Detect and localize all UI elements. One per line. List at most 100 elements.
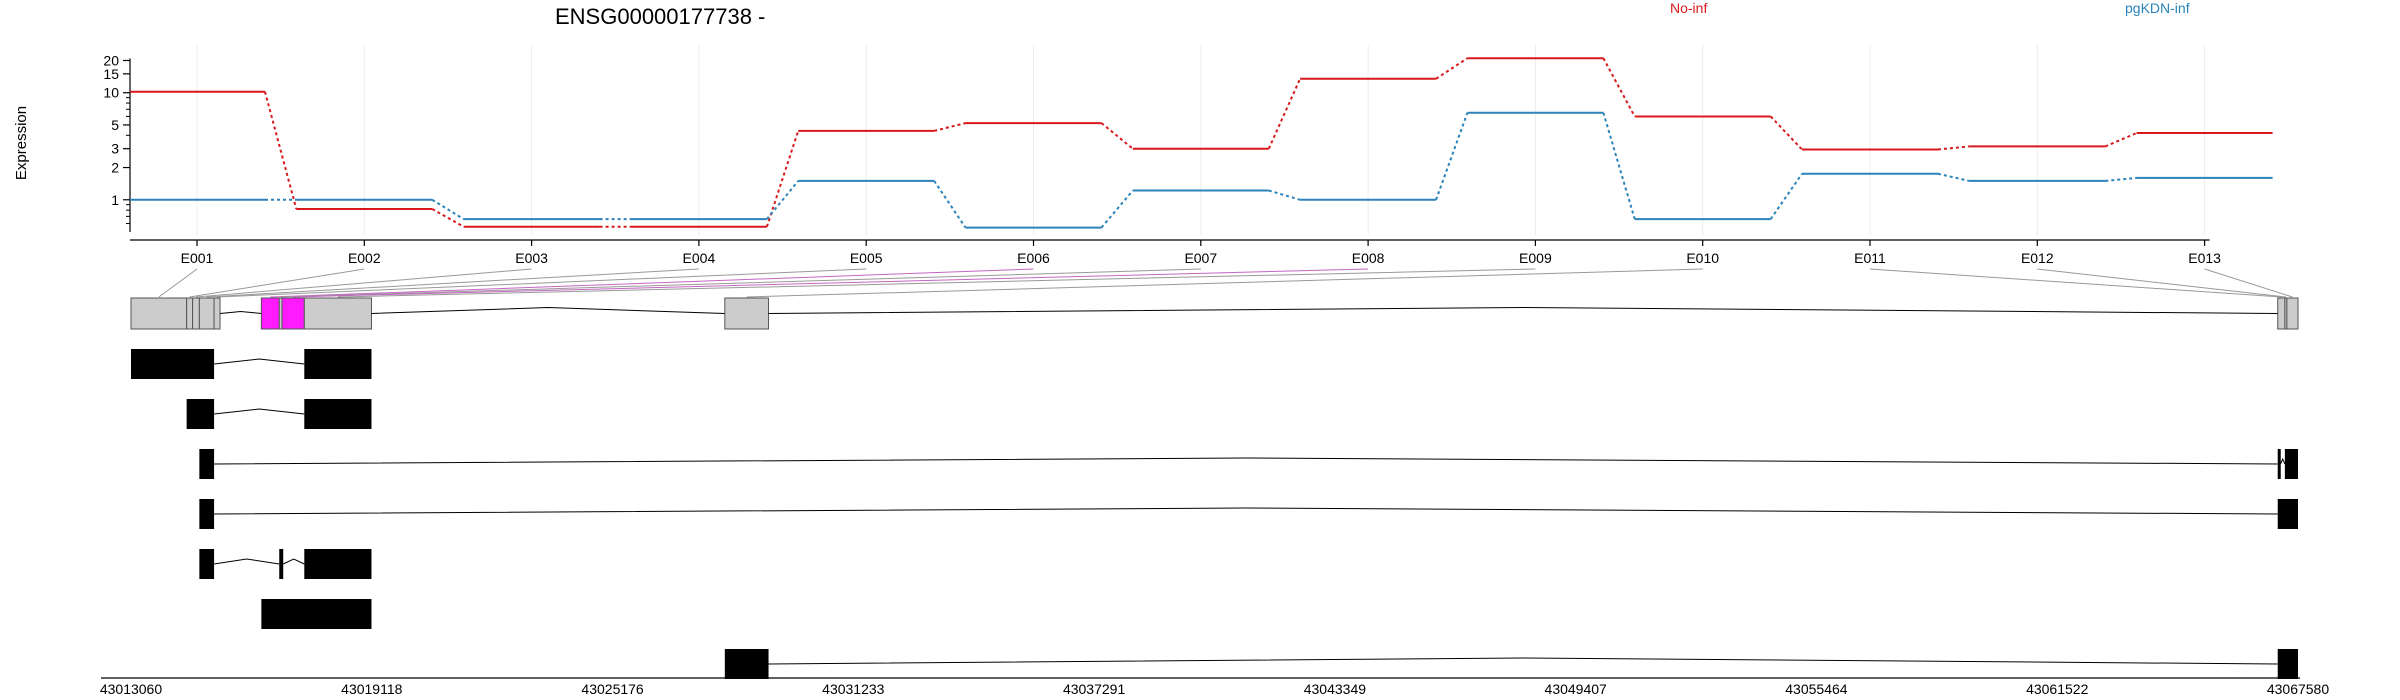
connector-e003 (195, 268, 532, 298)
x-tick-label-e004: E004 (683, 250, 716, 266)
exon-bin-e005 (213, 297, 221, 330)
transcript-exon (304, 549, 372, 579)
series-pgkdn-inf-connector (2105, 176, 2137, 182)
y-axis-label: Expression (13, 106, 30, 180)
transcript-intron (213, 558, 280, 565)
series-no-inf-connector (933, 122, 966, 132)
series-no-inf-connector (431, 208, 465, 228)
y-tick-label: 1 (111, 192, 119, 208)
series-pgkdn-inf-connector (1100, 189, 1134, 229)
transcript-6 (261, 599, 372, 629)
series-no-inf-connector (1602, 57, 1636, 117)
plot-grid (196, 45, 2206, 235)
series-no-inf-connector (264, 91, 298, 210)
transcript-exon (2284, 449, 2298, 479)
exon-bin-e010 (724, 297, 770, 330)
connector-e006 (270, 268, 1034, 298)
y-tick-label: 2 (111, 160, 119, 176)
connector-e007 (280, 268, 1201, 298)
exon-bin-e008 (281, 297, 305, 330)
gene-model-intron (768, 306, 2278, 314)
genomic-tick-label: 43061522 (2026, 681, 2089, 697)
y-tick-label: 5 (111, 117, 119, 133)
transcript-intron (2280, 457, 2286, 465)
transcripts (131, 349, 2298, 679)
gene-model-intron (219, 310, 262, 314)
genomic-axis: 43013060 43019118 43025176 43031233 43037291… (100, 677, 2330, 697)
transcript-exon (186, 399, 215, 429)
genomic-tick-label: 43049407 (1545, 681, 1608, 697)
series-no-inf-connector (2104, 132, 2137, 148)
gene-model (130, 297, 2299, 330)
connector-e012 (2037, 268, 2286, 298)
series-no-inf-connector (1267, 78, 1302, 150)
legend: No-inf pgKDN-inf (1670, 0, 2190, 16)
transcript-exon (2277, 649, 2298, 679)
exon-bin-e009 (303, 297, 372, 330)
transcript-7 (724, 649, 2298, 679)
exon-connectors (158, 268, 2293, 298)
x-tick-label-e005: E005 (850, 250, 883, 266)
transcript-3 (199, 449, 2298, 479)
x-tick-label-e007: E007 (1184, 250, 1217, 266)
y-tick-label: 15 (103, 66, 119, 82)
exon-bin-e004 (198, 297, 215, 330)
transcript-1 (131, 349, 372, 379)
transcript-exon (279, 549, 284, 579)
legend-label-pgkdn-inf: pgKDN-inf (2125, 0, 2190, 16)
transcript-4 (199, 499, 2298, 529)
x-tick-label-e008: E008 (1352, 250, 1385, 266)
exon-bin-e002 (186, 297, 194, 330)
connector-e009 (337, 268, 1536, 298)
genomic-tick-label: 43025176 (581, 681, 644, 697)
x-tick-label-e010: E010 (1686, 250, 1719, 266)
x-tick-label-e001: E001 (181, 250, 214, 266)
transcript-intron (283, 558, 305, 565)
genomic-tick-label: 43067580 (2267, 681, 2330, 697)
x-tick-label-e013: E013 (2188, 250, 2221, 266)
connector-e005 (217, 268, 867, 298)
series-pgkdn-inf-connector (1937, 172, 1970, 182)
x-tick-label-e002: E002 (348, 250, 381, 266)
transcript-exon (199, 549, 215, 579)
genomic-tick-label: 43031233 (822, 681, 885, 697)
transcript-intron (214, 408, 305, 415)
series-pgkdn-inf-connector (1268, 189, 1301, 201)
x-axis: E001 E002 E003 E004 E005 E006 E007 E008 E009 E010… (130, 239, 2221, 266)
exon-bin-e006 (260, 297, 280, 330)
x-tick-label-e003: E003 (515, 250, 548, 266)
transcript-exon (2277, 499, 2298, 529)
series-pgkdn-inf-connector (431, 198, 465, 220)
series-pgkdn-inf-connector (1602, 112, 1636, 220)
transcript-exon (261, 599, 372, 629)
transcript-intron (214, 358, 305, 365)
gene-model-intron (371, 306, 725, 314)
series-pgkdn-inf-connector (1435, 112, 1469, 201)
series-no-inf-connector (1937, 145, 1970, 151)
y-tick-label: 20 (103, 52, 119, 68)
genomic-tick-label: 43055464 (1785, 681, 1848, 697)
transcript-exon (2277, 449, 2281, 479)
series-pgkdn-inf-connector (766, 180, 799, 220)
series-pgkdn-inf-connector (933, 180, 967, 229)
genomic-tick-label: 43013060 (100, 681, 163, 697)
series-no-inf-connector (1435, 57, 1468, 80)
genomic-tick-label: 43043349 (1304, 681, 1367, 697)
exon-bin-e003 (192, 297, 200, 330)
chart-title: ENSG00000177738 - (555, 4, 765, 29)
connector-e013 (2204, 268, 2293, 298)
transcript-intron (214, 507, 2278, 515)
series-no-inf-connector (1769, 115, 1803, 151)
transcript-exon (304, 349, 372, 379)
connector-e011 (1869, 268, 2282, 298)
expression-series (130, 57, 2273, 229)
transcript-exon (199, 449, 215, 479)
transcript-exon (131, 349, 215, 379)
connector-e008 (293, 268, 1369, 298)
x-tick-label-e009: E009 (1519, 250, 1552, 266)
transcript-2 (186, 399, 372, 429)
y-tick-label: 3 (111, 141, 119, 157)
connector-e001 (158, 268, 198, 298)
